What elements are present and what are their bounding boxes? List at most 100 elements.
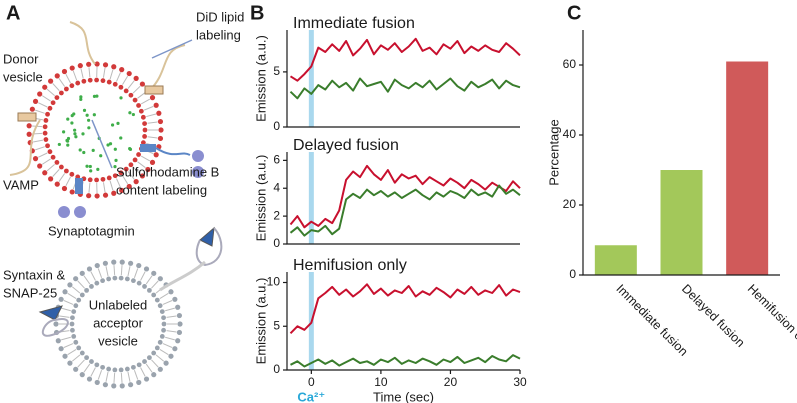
content-dot	[88, 164, 92, 169]
lipid-tail	[115, 72, 121, 82]
y-tick-label: 0	[273, 236, 280, 250]
lipid-tail	[109, 69, 114, 80]
lipid-head	[100, 278, 105, 284]
lipid-head	[142, 133, 147, 139]
lipid-tail	[140, 98, 151, 105]
lipid-head	[43, 118, 49, 123]
lipid-head	[146, 287, 152, 293]
lipid-head	[136, 379, 142, 386]
lipid-head	[62, 289, 68, 295]
lipid-head	[128, 92, 134, 98]
lipid-head	[159, 334, 165, 339]
diagram-label: labeling	[196, 27, 241, 42]
lipid-head	[62, 353, 68, 359]
lipid-tail	[63, 300, 74, 305]
lipid-head	[161, 327, 166, 333]
lipid-head	[26, 123, 32, 129]
lipid-head	[106, 366, 112, 372]
vamp-tail	[69, 21, 96, 65]
lipid-head	[47, 105, 53, 111]
lipid-head	[37, 163, 43, 169]
lipid-head	[142, 127, 148, 133]
c2-domain	[192, 166, 204, 178]
lipid-head	[118, 170, 124, 176]
lipid-head	[151, 292, 157, 298]
chart-title: Delayed fusion	[293, 137, 399, 154]
diagram-label: content labeling	[116, 182, 207, 197]
trace	[289, 37, 521, 82]
content-dot	[79, 95, 83, 99]
lipid-head	[111, 383, 117, 389]
diagram-label: acceptor	[93, 315, 144, 330]
lipid-tail	[35, 109, 45, 114]
lipid-head	[54, 181, 60, 187]
content-dot	[113, 164, 117, 169]
lipid-tail	[71, 354, 81, 362]
lipid-head	[100, 176, 106, 182]
lipid-tail	[41, 158, 51, 165]
lipid-head	[133, 179, 139, 185]
lipid-head	[172, 346, 178, 352]
trace	[289, 77, 521, 100]
y-tick-label: 0	[273, 362, 280, 376]
lipid-head	[86, 193, 92, 199]
lipid-head	[100, 364, 105, 370]
y-tick-label: 6	[273, 153, 280, 167]
y-tick-label: 4	[273, 180, 280, 194]
lipid-head	[89, 284, 94, 289]
lipid-tail	[127, 171, 135, 180]
bar	[660, 170, 703, 275]
lipid-tail	[102, 182, 106, 193]
lipid-head	[43, 137, 49, 142]
lipid-head	[131, 364, 136, 370]
lipid-head	[79, 372, 85, 378]
lipid-head	[53, 321, 59, 327]
annotation: Ca²⁺	[297, 389, 325, 403]
content-dot	[85, 113, 89, 117]
lipid-head	[153, 102, 159, 108]
lipid-head	[177, 321, 183, 327]
lipid-tail	[71, 286, 81, 294]
lipid-tail	[137, 91, 146, 99]
lipid-head	[42, 124, 48, 130]
lipid-head	[89, 359, 94, 364]
lipid-head	[168, 289, 174, 295]
lipid-tail	[105, 371, 109, 382]
lipid-head	[142, 121, 147, 127]
snap25	[41, 318, 69, 337]
lipid-head	[106, 175, 112, 181]
lipid-tail	[65, 73, 71, 84]
lipid-head	[118, 275, 124, 281]
lipid-tail	[147, 136, 158, 139]
lipid-tail	[145, 363, 153, 373]
lipid-head	[154, 297, 160, 303]
lipid-head	[161, 315, 166, 321]
lipid-head	[175, 304, 181, 310]
lipid-tail	[146, 113, 157, 118]
lipid-head	[94, 61, 100, 67]
lipid-head	[157, 366, 163, 372]
lipid-head	[86, 266, 93, 272]
lipid-tail	[90, 271, 96, 281]
lipid-head	[69, 171, 75, 177]
lipid-tail	[80, 68, 84, 79]
lipid-tail	[67, 349, 77, 356]
pointer	[91, 119, 113, 169]
chart-title: Immediate fusion	[293, 15, 415, 32]
lipid-tail	[122, 175, 129, 185]
lipid-tail	[127, 266, 131, 277]
lipid-head	[131, 278, 136, 284]
lipid-head	[84, 355, 90, 361]
synaptotagmin-linker	[155, 147, 191, 156]
lipid-head	[102, 62, 109, 68]
linker	[159, 260, 206, 292]
x-tick-label: 30	[513, 375, 527, 389]
lipid-head	[94, 177, 100, 183]
lipid-tail	[88, 67, 91, 78]
content-dot	[113, 147, 117, 151]
content-dot	[57, 142, 61, 147]
x-tick-label: 0	[308, 375, 315, 389]
content-dot	[82, 108, 87, 112]
content-dot	[87, 126, 91, 130]
lipid-head	[79, 270, 85, 276]
